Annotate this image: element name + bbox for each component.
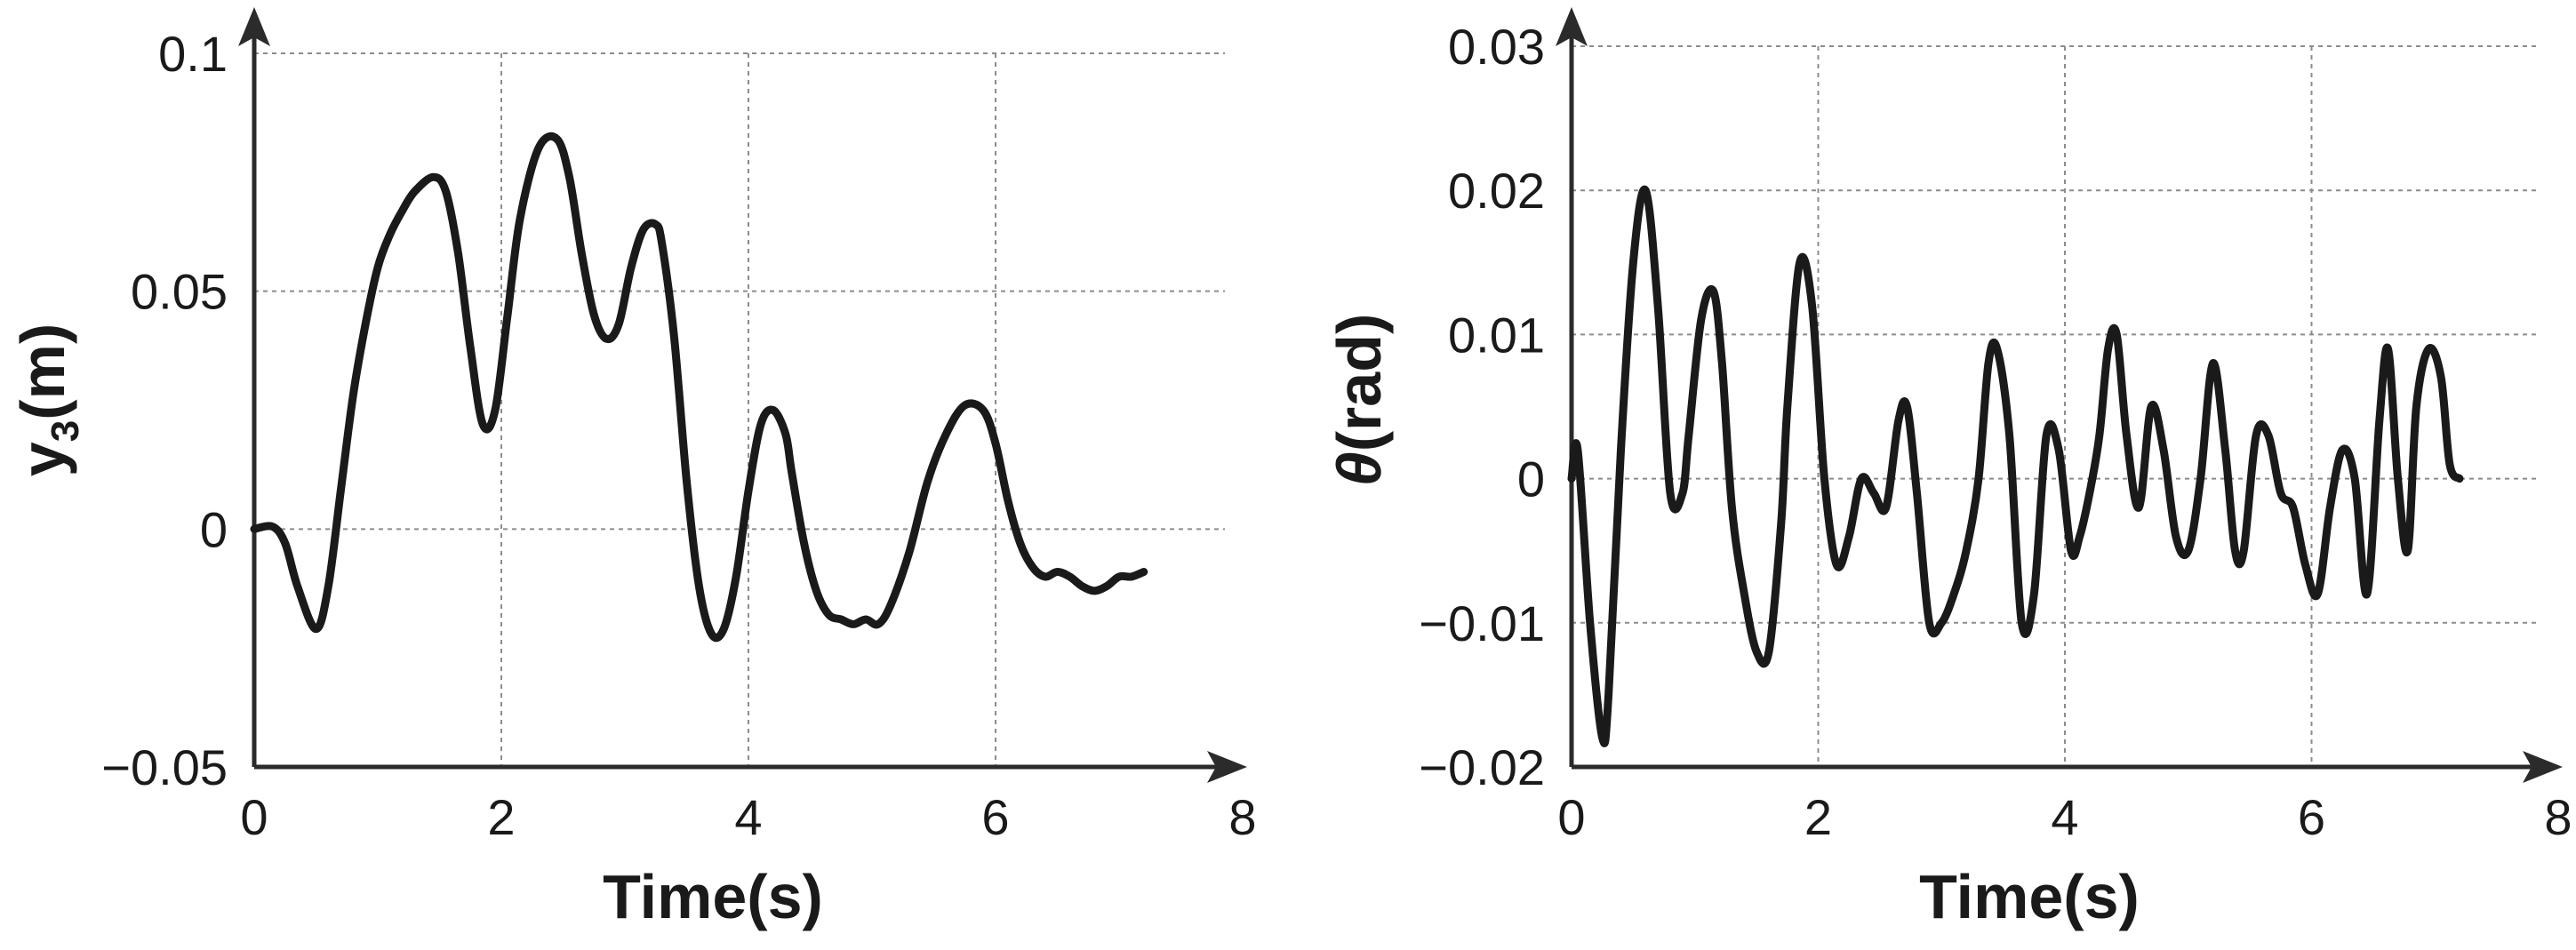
y-tick-label: 0.02: [1448, 163, 1545, 219]
y-axis-title-symbol: θ: [1324, 451, 1394, 486]
x-axis-title: Time(s): [603, 862, 823, 931]
y-tick-label: 0: [1517, 451, 1545, 507]
y-axis-arrow: [238, 7, 270, 46]
y-axis-title: θ(rad): [1324, 314, 1394, 487]
y-axis-arrow: [1556, 7, 1588, 46]
x-tick-label: 8: [1228, 789, 1256, 845]
x-axis-arrow: [2523, 751, 2563, 783]
x-tick-label: 4: [734, 789, 762, 845]
x-tick-label: 8: [2544, 789, 2572, 845]
y-tick-label: 0.1: [158, 26, 228, 82]
series-line-right: [1567, 185, 2464, 747]
x-axis-arrow: [1207, 751, 1247, 783]
y-axis-title-unit: (m): [8, 323, 77, 420]
y-tick-label: −0.02: [1419, 739, 1545, 795]
axes: [1556, 7, 2563, 783]
x-axis-title: Time(s): [1919, 862, 2140, 931]
x-tick-label: 4: [2051, 789, 2078, 845]
x-tick-label: 2: [487, 789, 515, 845]
chart-right: −0.02 −0.01 0 0.01 0.02 0.03 0 2 4 6 8 Time(s) θ(rad…: [1324, 7, 2572, 931]
y-axis-title: y3(m): [8, 323, 87, 476]
axes: [238, 7, 1247, 783]
y-tick-label: −0.01: [1419, 595, 1545, 651]
grid: [254, 52, 1225, 767]
y-tick-label: 0.05: [131, 264, 228, 320]
y-tick-label: 0.01: [1448, 307, 1545, 363]
y-tick-label: 0: [200, 501, 228, 557]
y-axis-title-main: y: [8, 442, 77, 476]
x-tick-label: 0: [240, 789, 268, 845]
x-tick-label: 6: [981, 789, 1009, 845]
x-tick-label: 0: [1557, 789, 1585, 845]
y-tick-label: −0.05: [101, 739, 228, 795]
x-tick-label: 2: [1804, 789, 1832, 845]
series-line-left: [250, 132, 1148, 643]
y-tick-label: 0.03: [1448, 19, 1545, 75]
y-axis-title-subscript: 3: [44, 420, 87, 442]
x-tick-label: 6: [2298, 789, 2325, 845]
y-axis-title-unit: (rad): [1324, 314, 1394, 452]
